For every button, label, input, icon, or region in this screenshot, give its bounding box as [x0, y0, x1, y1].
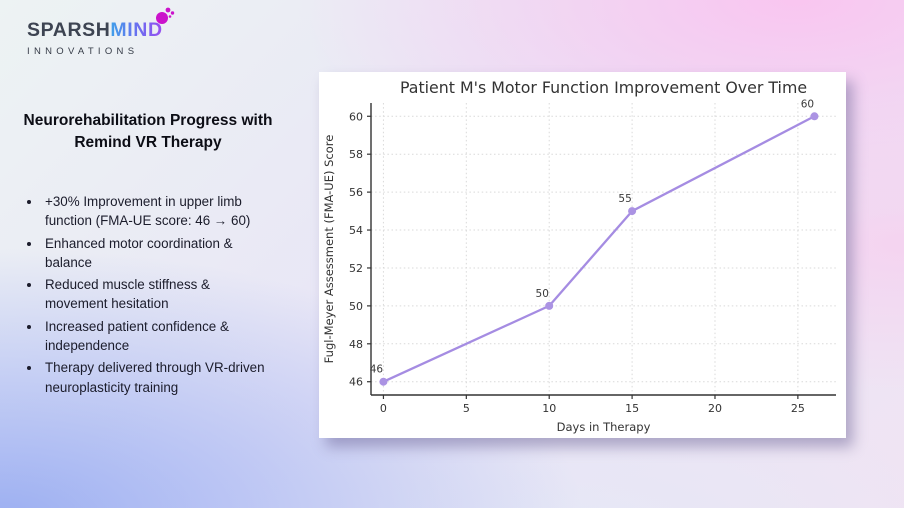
line-series [382, 115, 816, 383]
slide-heading: Neurorehabilitation Progress with Remind… [23, 112, 273, 151]
chart-card: 0 5 10 15 20 25 46 48 50 52 54 56 58 60 46 50 55 60 Patien… [319, 72, 846, 438]
y-tick-label: 54 [349, 224, 363, 237]
x-tick-label: 10 [542, 402, 556, 415]
y-tick-label: 60 [349, 110, 363, 123]
x-tick-label: 25 [791, 402, 805, 415]
brand-logo: SPARSHMIND INNOVATIONS [27, 7, 174, 57]
y-tick-label: 52 [349, 262, 363, 275]
y-tick-label: 56 [349, 186, 363, 199]
chart-svg: 0 5 10 15 20 25464850525456586046505560Patien… [322, 78, 836, 434]
data-point [379, 377, 388, 386]
data-point [628, 207, 637, 216]
brand-name-secondary: MIND [110, 19, 163, 41]
x-tick-label: 15 [625, 402, 639, 415]
point-label: 50 [536, 288, 549, 300]
bullet-item: Increased patient confidence & independe… [42, 317, 270, 356]
bullet-item: +30% Improvement in upper limb function … [42, 192, 270, 231]
x-tick-label: 5 [463, 402, 470, 415]
y-tick-label: 50 [349, 300, 363, 313]
x-tick-label: 20 [708, 402, 722, 415]
bullet-item: Therapy delivered through VR-driven neur… [42, 358, 270, 397]
left-panel: Neurorehabilitation Progress with Remind… [14, 110, 282, 400]
brand-name-primary: SPARSH [27, 19, 111, 41]
data-point [810, 112, 819, 121]
point-label: 46 [370, 364, 384, 376]
y-tick-label: 46 [349, 376, 363, 389]
y-tick-label: 48 [349, 338, 363, 351]
data-point [545, 301, 554, 310]
y-tick-label: 58 [349, 148, 363, 161]
bullet-item: Enhanced motor coordination & balance [42, 234, 270, 273]
point-label: 60 [801, 98, 814, 110]
brand-name: SPARSHMIND [27, 7, 174, 42]
chart-title: Patient M's Motor Function Improvement O… [400, 78, 807, 97]
bullet-item: Reduced muscle stiffness & movement hesi… [42, 275, 270, 314]
brand-subtitle: INNOVATIONS [27, 46, 139, 57]
x-tick-label: 0 [380, 402, 387, 415]
bullet-list: +30% Improvement in upper limb function … [42, 192, 270, 397]
x-axis-label: Days in Therapy [557, 420, 651, 434]
point-label: 55 [618, 193, 631, 205]
y-axis-label: Fugl-Meyer Assessment (FMA-UE) Score [322, 135, 336, 364]
